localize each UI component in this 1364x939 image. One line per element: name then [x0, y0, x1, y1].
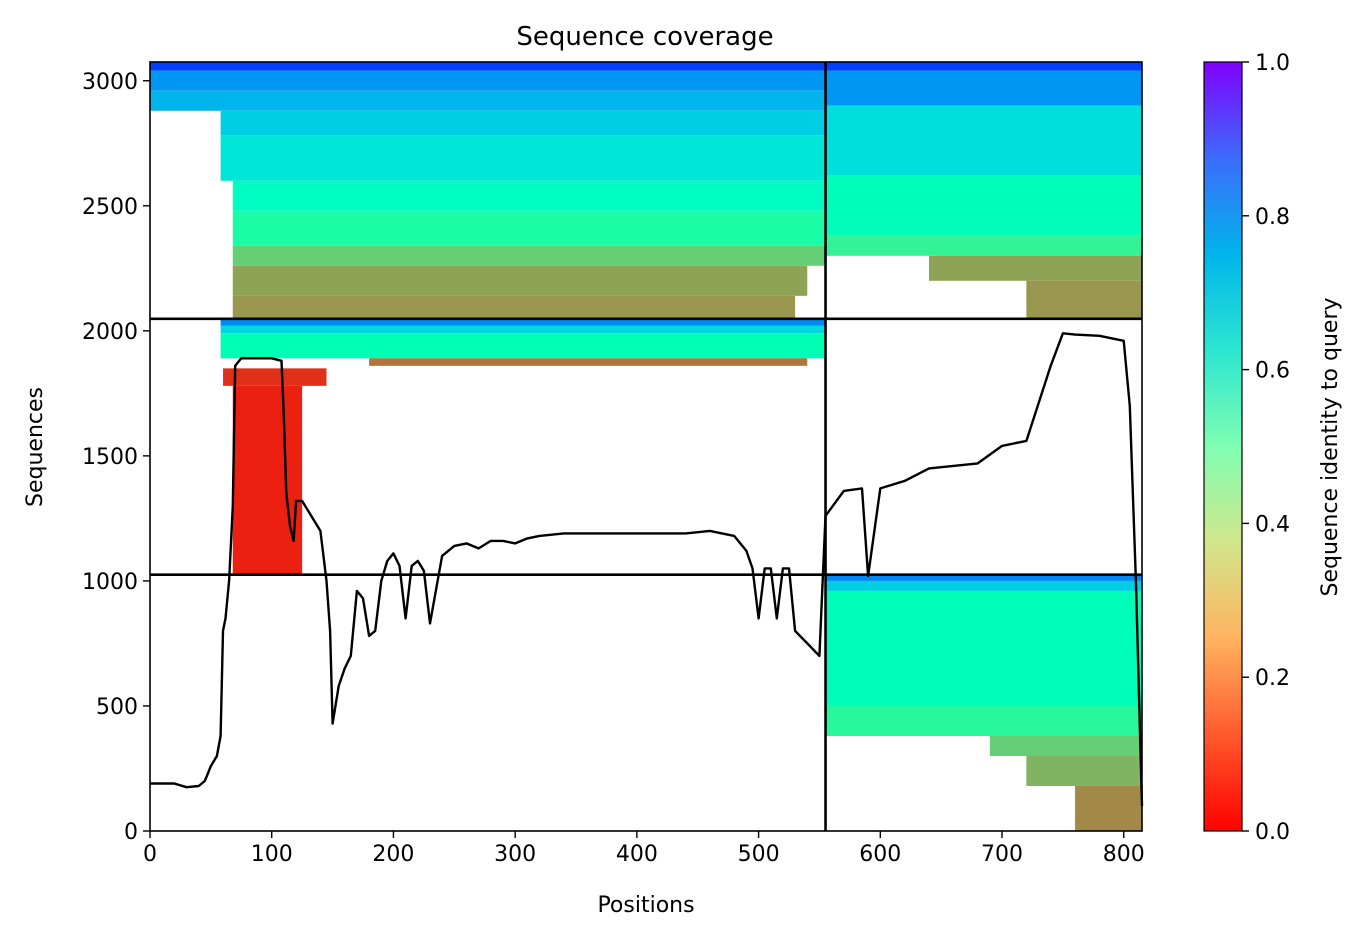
identity-block-2 [150, 90, 826, 111]
identity-block-23 [825, 574, 1142, 581]
x-axis: 0 100 200 300 400 500 600 700 800 [143, 831, 1145, 867]
x-tick-label: 800 [1103, 842, 1145, 867]
y-axis-label: Sequences [23, 387, 48, 507]
identity-block-6 [232, 210, 826, 246]
identity-block-3 [220, 110, 826, 136]
y-tick-label: 500 [96, 695, 138, 720]
colorbar-tick-label: 1.0 [1255, 51, 1290, 76]
colorbar-label: Sequence identity to query [1318, 297, 1343, 596]
identity-block-10 [825, 62, 1142, 71]
identity-block-11 [825, 70, 1142, 106]
identity-block-21 [223, 368, 327, 386]
y-axis: 0 500 1000 1500 2000 2500 3000 [82, 70, 150, 845]
x-tick-label: 0 [143, 842, 157, 867]
identity-block-5 [232, 180, 826, 211]
identity-block-12 [825, 105, 1142, 176]
colorbar [1203, 61, 1243, 832]
identity-block-28 [1026, 755, 1142, 786]
identity-block-16 [1026, 280, 1142, 319]
identity-block-4 [220, 135, 826, 181]
x-tick-label: 400 [616, 842, 658, 867]
y-tick-label: 2500 [82, 195, 138, 220]
identity-heatmap [150, 62, 1142, 831]
identity-block-7 [232, 245, 826, 266]
y-tick-label: 2000 [82, 320, 138, 345]
identity-block-15 [928, 255, 1142, 281]
colorbar-tick-label: 0.4 [1255, 512, 1290, 537]
x-axis-label: Positions [597, 893, 694, 918]
identity-block-22 [232, 385, 303, 575]
identity-block-0 [150, 62, 826, 71]
identity-block-19 [220, 333, 826, 359]
identity-block-27 [989, 735, 1142, 756]
x-tick-label: 600 [859, 842, 901, 867]
identity-block-9 [232, 295, 796, 319]
identity-block-14 [825, 235, 1142, 256]
y-tick-label: 1000 [82, 570, 138, 595]
colorbar-ticks: 0.0 0.2 0.4 0.6 0.8 1.0 [1242, 51, 1290, 845]
colorbar-tick-label: 0.6 [1255, 359, 1290, 384]
colorbar-tick-label: 0.2 [1255, 666, 1290, 691]
colorbar-tick-label: 0.8 [1255, 205, 1290, 230]
identity-block-17 [220, 318, 826, 326]
identity-block-13 [825, 175, 1142, 236]
identity-block-1 [150, 70, 826, 91]
region-boundaries [150, 62, 1142, 831]
x-tick-label: 300 [494, 842, 536, 867]
identity-block-25 [825, 590, 1142, 706]
y-tick-label: 1500 [82, 445, 138, 470]
chart-title: Sequence coverage [516, 22, 773, 52]
colorbar-tick-label: 0.0 [1255, 820, 1290, 845]
y-tick-label: 3000 [82, 70, 138, 95]
plot-frame [149, 61, 1143, 832]
identity-block-24 [825, 580, 1142, 591]
identity-block-8 [232, 265, 808, 296]
identity-block-29 [1075, 785, 1142, 831]
x-tick-label: 100 [251, 842, 293, 867]
identity-block-18 [220, 325, 826, 334]
y-tick-label: 0 [124, 820, 138, 845]
x-tick-label: 500 [738, 842, 780, 867]
x-tick-label: 700 [981, 842, 1023, 867]
identity-block-20 [369, 358, 808, 366]
x-tick-label: 200 [372, 842, 414, 867]
identity-block-26 [825, 705, 1142, 736]
